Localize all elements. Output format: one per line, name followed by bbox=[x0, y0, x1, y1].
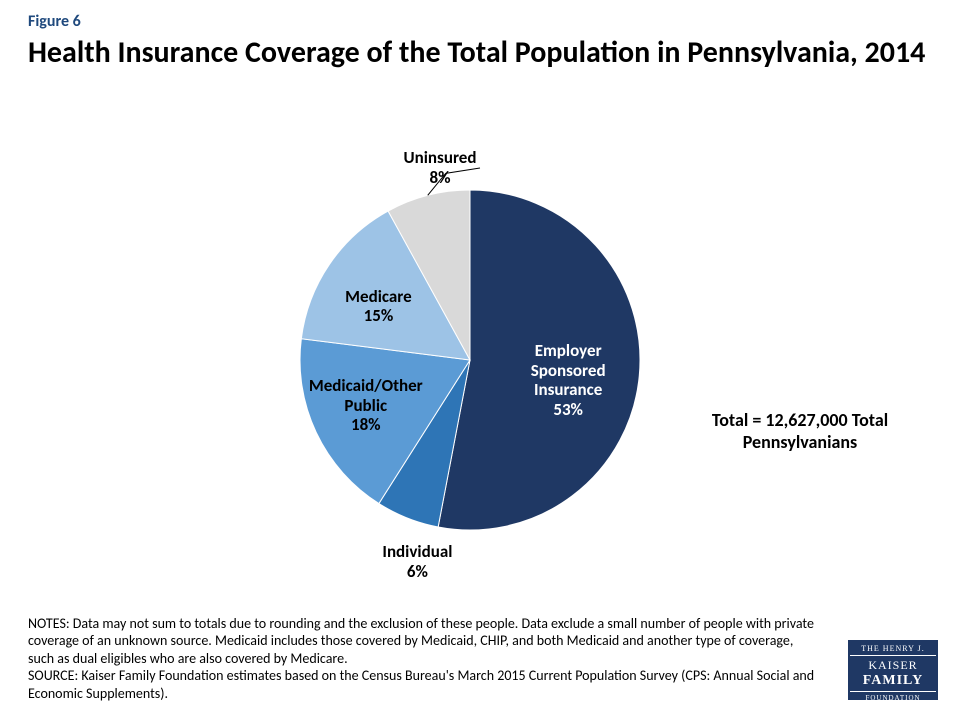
kff-logo: THE HENRY J. KAISER FAMILY FOUNDATION bbox=[848, 640, 938, 700]
slice-label: EmployerSponsoredInsurance53% bbox=[488, 341, 648, 419]
slice-label: Medicare15% bbox=[298, 287, 458, 326]
total-label-line1: Total = 12,627,000 Total bbox=[660, 410, 940, 432]
slice-label: Medicaid/OtherPublic18% bbox=[286, 376, 446, 435]
total-label: Total = 12,627,000 Total Pennsylvanians bbox=[660, 410, 940, 453]
leader-lines bbox=[0, 145, 960, 585]
slice-label: Uninsured8% bbox=[370, 148, 510, 187]
pie-chart-area: EmployerSponsoredInsurance53% Individual6… bbox=[0, 145, 960, 585]
logo-bot: FOUNDATION bbox=[850, 691, 936, 702]
slice-label: Individual6% bbox=[347, 542, 487, 581]
source-text: SOURCE: Kaiser Family Foundation estimat… bbox=[28, 667, 820, 702]
logo-top: THE HENRY J. bbox=[850, 644, 936, 656]
total-label-line2: Pennsylvanians bbox=[660, 432, 940, 454]
figure-number: Figure 6 bbox=[28, 12, 81, 31]
notes-text: NOTES: Data may not sum to totals due to… bbox=[28, 615, 820, 668]
footnotes: NOTES: Data may not sum to totals due to… bbox=[28, 615, 820, 703]
chart-title: Health Insurance Coverage of the Total P… bbox=[28, 36, 932, 71]
logo-mid1: KAISER bbox=[850, 658, 936, 673]
logo-mid2: FAMILY bbox=[850, 673, 936, 689]
